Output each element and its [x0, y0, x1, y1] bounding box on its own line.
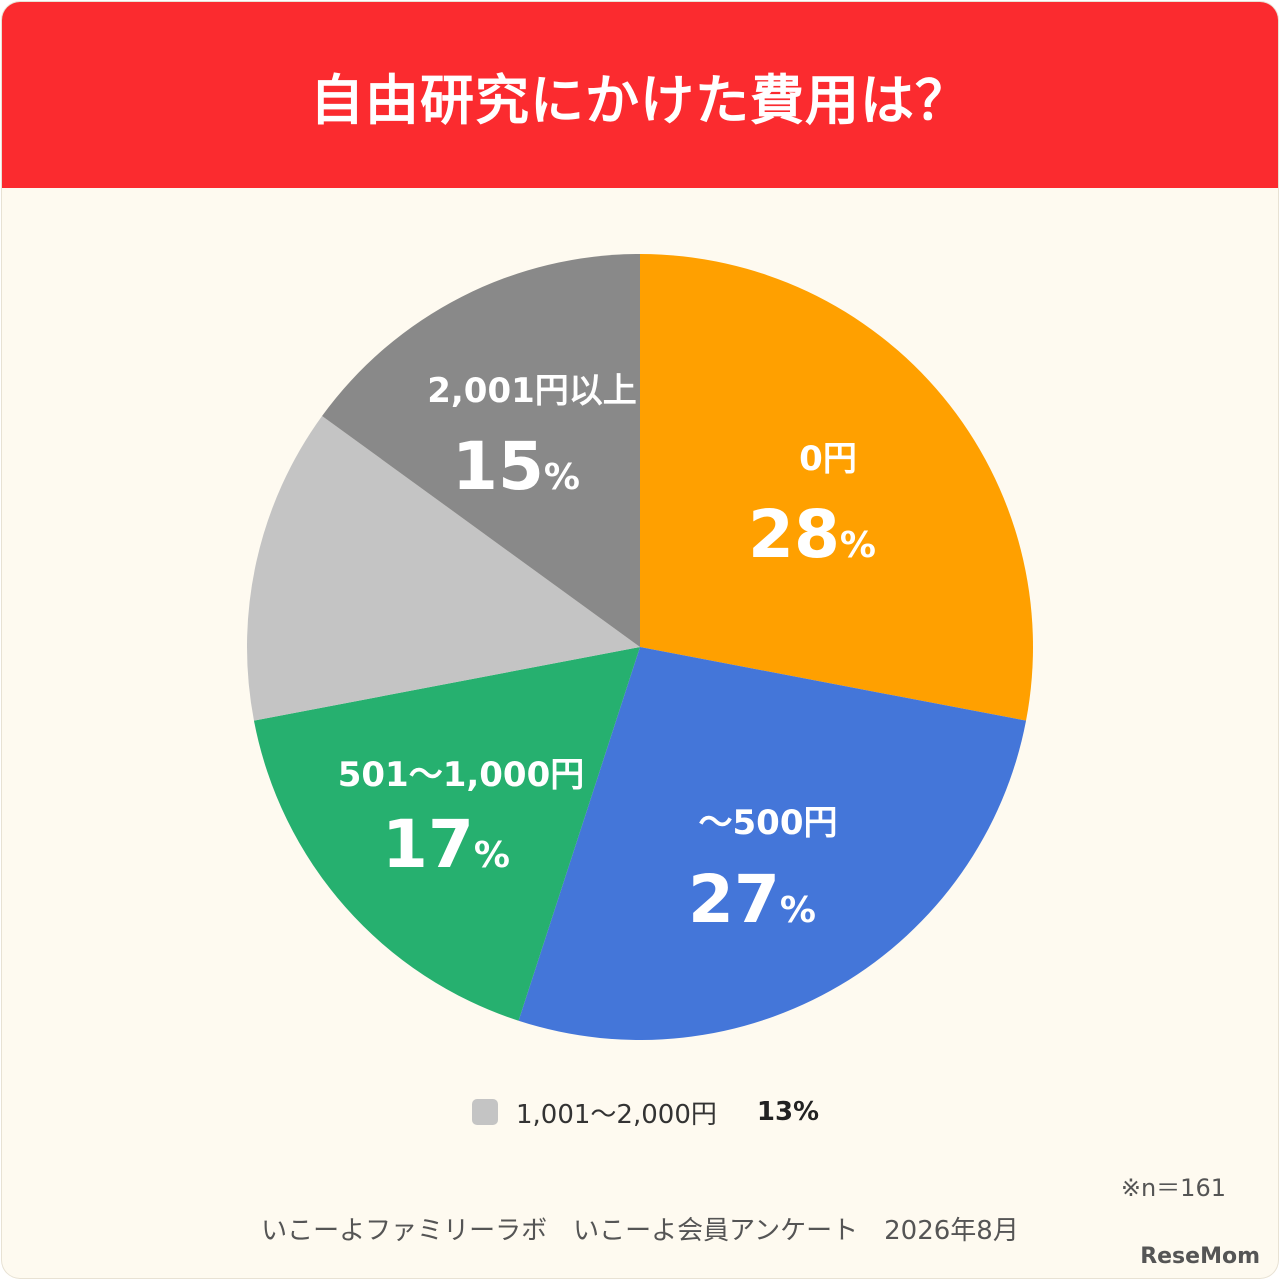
- pie-slice-2: [253, 647, 640, 1021]
- legend: 1,001〜2,000円 13%: [472, 1094, 819, 1130]
- pie-slice-0: [640, 254, 1034, 721]
- slice-value-label-1: 27%: [688, 861, 816, 938]
- pie-slice-4: [322, 254, 640, 647]
- slice-value-label-0: 28%: [748, 496, 876, 573]
- slice-value-label-4: 15%: [452, 428, 580, 505]
- legend-label: 1,001〜2,000円: [516, 1099, 717, 1130]
- slice-category-label-2: 501〜1,000円: [338, 755, 585, 795]
- slice-category-label-0: 0円: [799, 439, 857, 479]
- header-banner: 自由研究にかけた費用は？: [2, 2, 1278, 188]
- resemom-logo: ReseMom: [1140, 1244, 1260, 1269]
- slice-value-label-2: 17%: [382, 806, 510, 883]
- pie-slice-3: [247, 416, 641, 721]
- legend-swatch: [472, 1099, 498, 1125]
- source-note: いこーよファミリーラボ いこーよ会員アンケート 2026年8月: [261, 1216, 1019, 1246]
- slice-category-label-1: 〜500円: [699, 803, 838, 843]
- pie-slice-1: [518, 647, 1027, 1041]
- legend-value: 13%: [756, 1097, 820, 1127]
- page-title: 自由研究にかけた費用は？: [310, 68, 970, 132]
- sample-size-note: ※n＝161: [1120, 1174, 1226, 1202]
- slice-category-label-4: 2,001円以上: [427, 371, 637, 411]
